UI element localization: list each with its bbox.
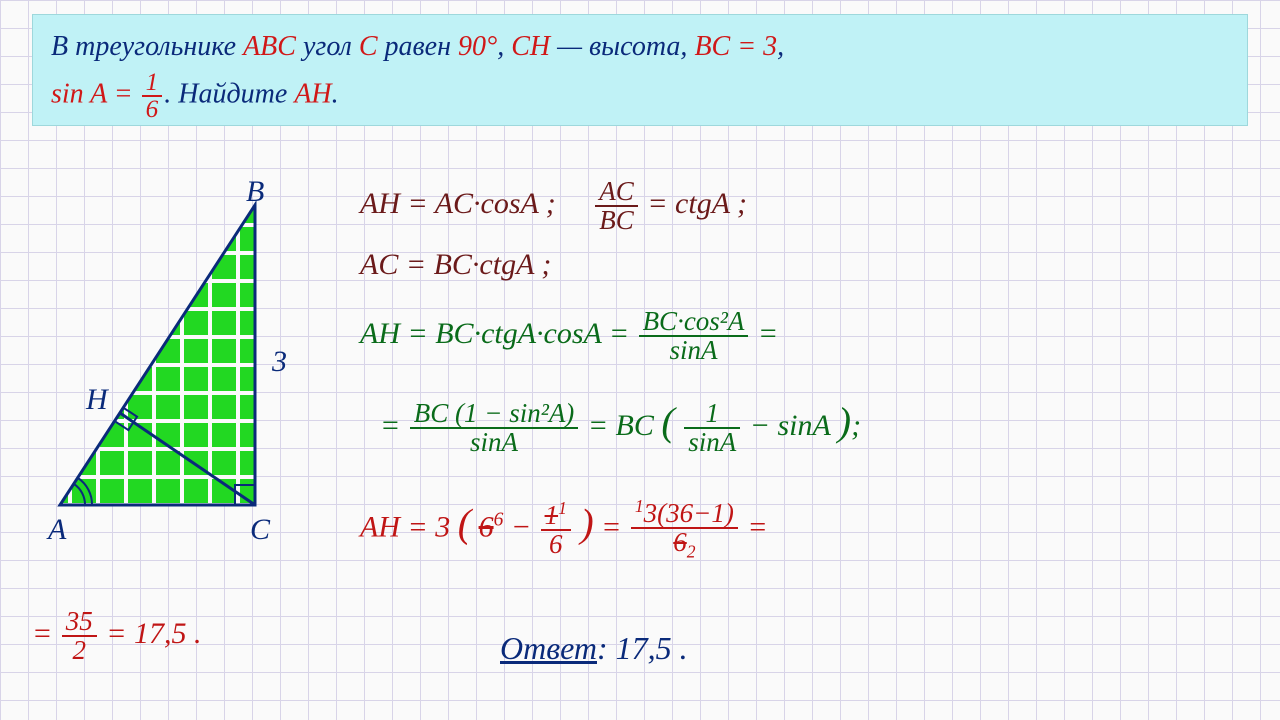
bc: BC = 3 [694,31,777,62]
eq-line4: = BC (1 − sin²A)sinA = BC ( 1sinA − sinA… [380,398,861,456]
ah: AH [294,78,331,109]
text: , [777,31,784,62]
problem-statement: В треугольнике ABC угол C равен 90°, CH … [32,14,1248,126]
sin: sin A = [51,78,140,109]
text: . [332,78,339,109]
eq-line6: = 352 = 17,5 . [32,608,202,664]
text: . Найдите [164,78,294,109]
c: C [359,31,378,62]
text: угол [296,31,359,62]
text: , [497,31,511,62]
eq-line3: AH = BC·ctgA·cosA = BC·cos²AsinA = [360,308,778,364]
answer: Ответ: 17,5 . [500,630,688,667]
eq-line2: AC = BC·ctgA ; [360,248,551,282]
fraction-1-6: 16 [142,70,163,122]
label-H: H [86,383,108,417]
text: равен [378,31,458,62]
ninety: 90° [458,31,497,62]
label-C: C [250,513,270,547]
text: — высота, [550,31,694,62]
ch: CH [511,31,550,62]
triangle-diagram: B A C H 3 [40,195,320,555]
label-side-3: 3 [272,345,287,379]
label-A: A [48,513,66,547]
text: В треугольнике [51,31,243,62]
label-B: B [246,175,264,209]
eq-line5: AH = 3 ( 66 − 116 ) = 13(36−1)62 = [360,498,768,561]
eq-line1: AH = AC·cosA ; ACBC = ctgA ; [360,178,747,234]
abc: ABC [243,31,296,62]
